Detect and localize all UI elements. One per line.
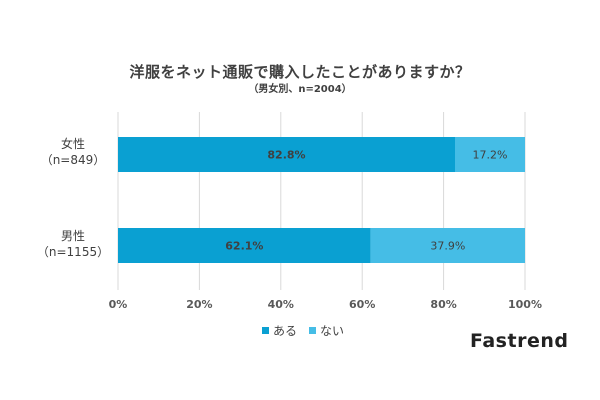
legend-label-aru: ある xyxy=(273,324,298,338)
category-label-male: 男性 （n=1155） xyxy=(28,228,118,260)
x-tick-label: 100% xyxy=(508,298,542,311)
brand-logo: Fastrend xyxy=(470,330,569,352)
bar-segment xyxy=(118,228,371,263)
bar-segment xyxy=(370,228,525,263)
data-label: 82.8% xyxy=(267,149,305,162)
x-tick-label: 60% xyxy=(349,298,375,311)
bar-segment xyxy=(454,137,525,172)
chart-subtitle: （男女別、n=2004） xyxy=(248,84,352,95)
legend-swatch-aru xyxy=(262,327,269,334)
chart-title: 洋服をネット通販で購入したことがありますか？ xyxy=(129,63,471,81)
x-tick-label: 80% xyxy=(430,298,456,311)
category-count: （n=849） xyxy=(40,153,106,167)
data-label: 37.9% xyxy=(430,240,465,253)
data-label: 62.1% xyxy=(225,240,263,253)
x-tick-label: 40% xyxy=(268,298,294,311)
category-name: 男性 xyxy=(60,229,85,243)
category-count: （n=1155） xyxy=(36,245,110,259)
category-label-female: 女性 （n=849） xyxy=(28,136,118,168)
x-tick-label: 20% xyxy=(186,298,212,311)
legend-swatch-nai xyxy=(309,327,317,334)
legend-label-nai: ない xyxy=(320,324,345,338)
x-tick-label: 0% xyxy=(109,298,128,311)
category-name: 女性 xyxy=(60,137,85,151)
legend: ある ない xyxy=(262,322,344,339)
data-label: 17.2% xyxy=(473,149,508,162)
bar-segment xyxy=(118,137,455,172)
